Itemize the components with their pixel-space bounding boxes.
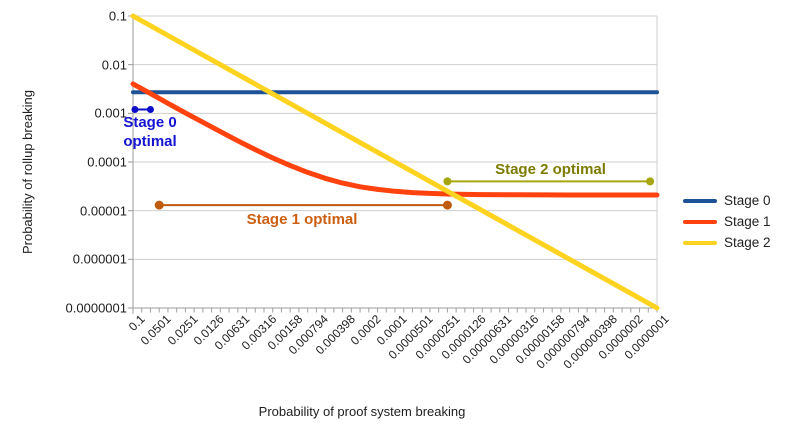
y-tick-label: 0.1 [108,8,127,24]
stage-1-optimal-start-dot [154,200,164,210]
legend-label: Stage 0 [724,193,771,208]
legend-item: Stage 1 [683,211,771,232]
series-line-stage-2 [130,13,660,311]
annotation-stage-0-line1: Stage 0 [123,114,177,131]
annotation-stage-2-optimal: Stage 2 optimal [495,161,606,178]
legend-label: Stage 1 [724,214,771,229]
annotation-stage-1-optimal: Stage 1 optimal [246,211,358,228]
legend-swatch [683,219,717,224]
legend-label: Stage 2 [724,235,771,250]
annotation-stage-0-optimal: Stage 0 optimal [116,113,184,151]
stage-0-optimal-end-dot [146,105,154,113]
y-tick-label: 0.0001 [87,154,127,170]
stage-0-optimal-start-dot [131,105,139,113]
stage-2-optimal-end-dot [646,177,655,186]
y-tick-label: 0.00001 [80,203,127,219]
stage-1-optimal-end-dot [442,200,452,210]
y-tick-label: 0.001 [94,105,127,121]
series-line-stage-1 [130,81,660,198]
y-tick-label: 0.01 [101,57,127,73]
annotation-stage-0-line2: optimal [123,133,177,150]
y-axis-title: Probability of rollup breaking [20,89,35,255]
y-tick-label: 0.000001 [72,251,127,267]
x-axis-title: Probability of proof system breaking [258,404,466,419]
legend-swatch [683,240,717,245]
stage-2-optimal-start-dot [443,177,452,186]
legend: Stage 0 Stage 1 Stage 2 [683,190,771,253]
legend-item: Stage 2 [683,232,771,253]
legend-swatch [683,198,717,203]
y-tick-label: 0.0000001 [65,300,127,316]
legend-item: Stage 0 [683,190,771,211]
